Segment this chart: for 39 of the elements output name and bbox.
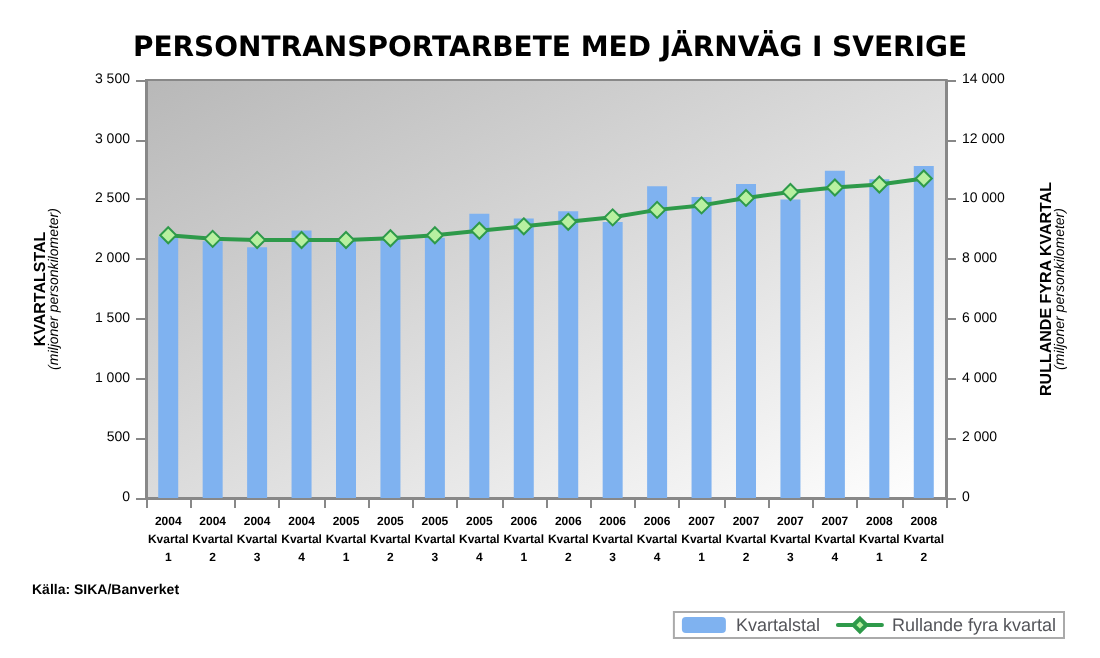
point [603,208,622,227]
point [514,217,533,236]
bar [469,213,490,498]
bar [336,241,356,498]
bar [424,237,445,498]
point [203,229,222,248]
point [248,231,267,250]
point [470,221,489,240]
point [781,182,800,201]
point [825,178,844,197]
legend-label: Kvartalstal [735,615,820,635]
bar [158,236,179,498]
point [425,226,444,245]
bar [736,183,756,498]
bar [647,186,668,498]
point [870,175,889,194]
bar [513,218,534,498]
legend-label: Rullande fyra kvartal [891,615,1057,635]
point [159,226,178,245]
bar [558,211,579,498]
bar [691,197,712,498]
point [337,231,355,250]
bar [291,230,312,498]
point [381,229,400,248]
point [692,196,711,215]
bar [869,179,890,498]
bar [247,247,268,498]
bar [913,165,934,498]
point [737,188,755,207]
bar [824,170,845,498]
chart-title: PERSONTRANSPORTARBETE MED JÄRNVÄG I SVERIGE [132,30,968,64]
bar [780,199,801,498]
bar [602,222,623,498]
point [559,212,578,231]
point [648,200,667,219]
point [914,169,933,188]
bar [202,241,223,498]
bar [380,238,401,498]
point [292,231,311,250]
